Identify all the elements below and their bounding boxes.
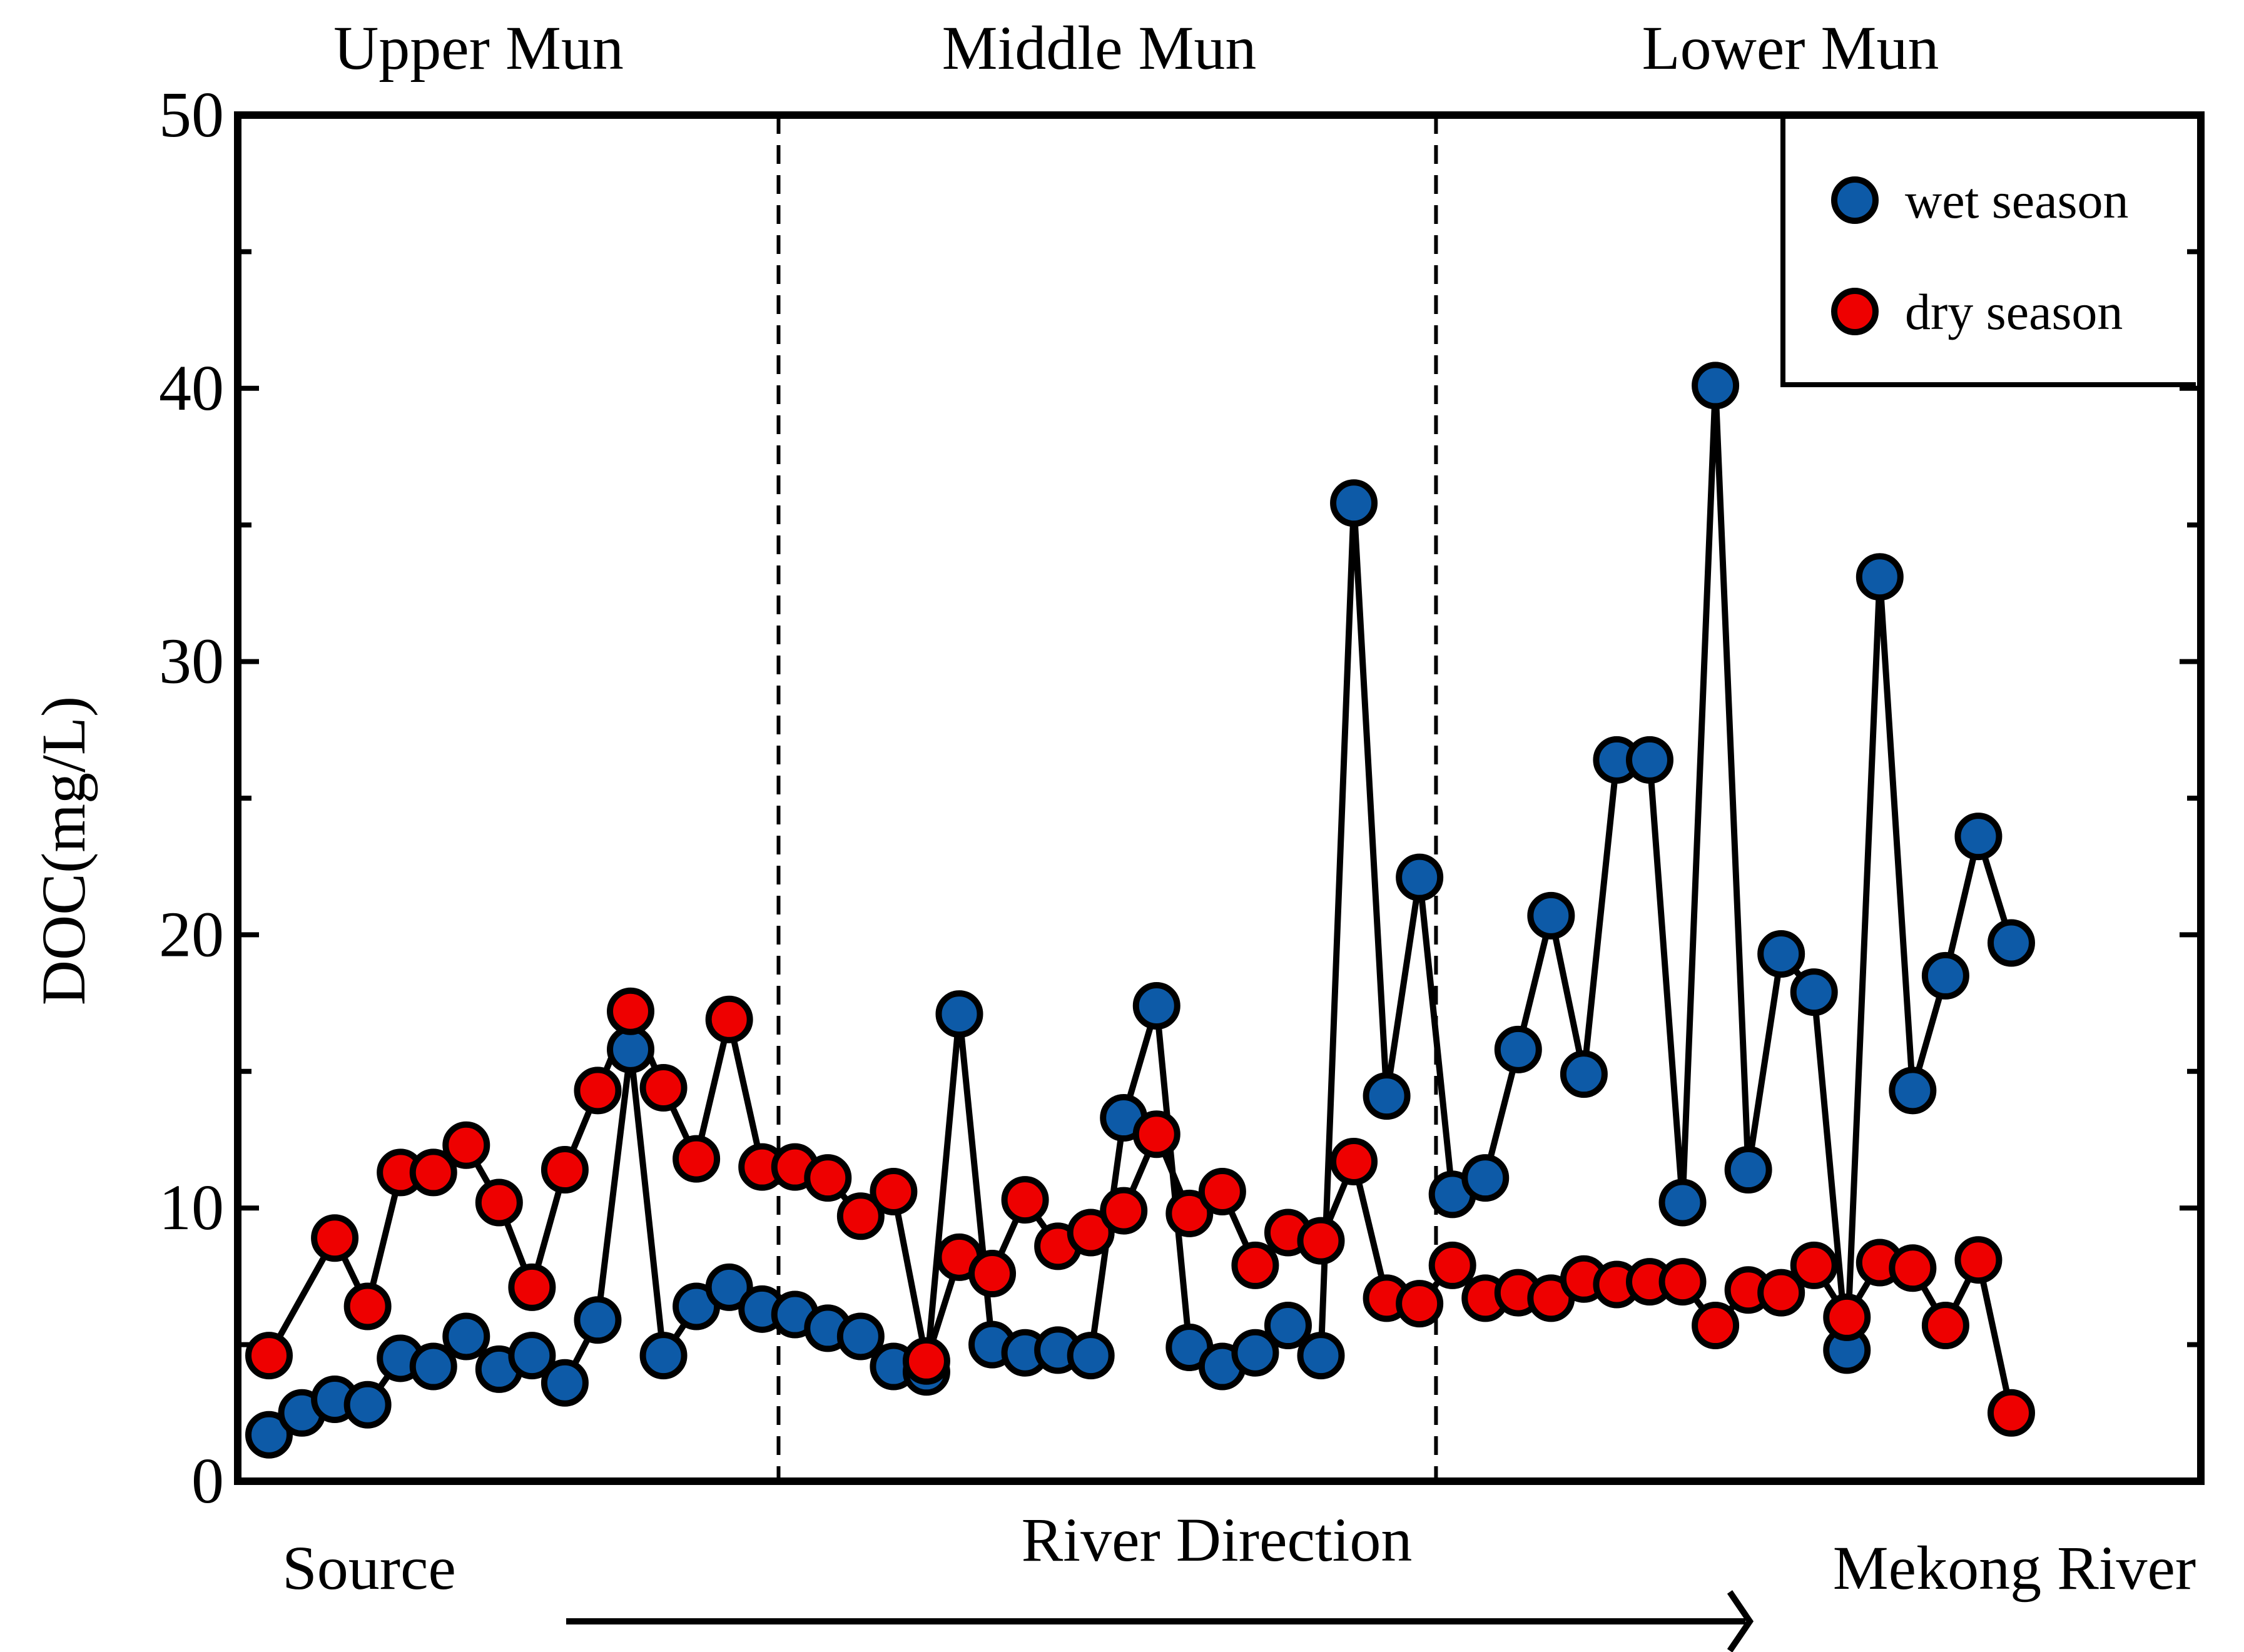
region-label-lower: Lower Mun [1642,13,1939,83]
data-point-dry [1231,1241,1279,1289]
data-point-dry [607,987,655,1035]
data-point-wet [508,1332,556,1380]
data-point-dry [1396,1280,1444,1328]
data-point-dry [475,1178,523,1227]
data-point-wet [1692,362,1740,410]
data-point-dry [902,1337,950,1385]
data-point-wet [1988,919,2035,967]
data-point-dry [442,1121,490,1169]
mekong-river-label: Mekong River [1833,1533,2196,1603]
data-point-dry [1330,1137,1378,1185]
data-point-dry [1988,1389,2035,1437]
y-axis-label: DOC(mg/L) [29,696,98,1005]
data-point-dry [804,1154,852,1202]
data-point-dry [1132,1110,1180,1158]
y-tick-label: 40 [159,352,224,424]
data-point-wet [574,1296,622,1344]
data-point-dry [508,1263,556,1311]
data-point-wet [1363,1072,1411,1120]
data-point-wet [1954,813,2003,861]
legend-label-wet: wet season [1905,172,2129,229]
data-point-wet [1067,1332,1115,1380]
data-point-dry [1921,1302,1969,1350]
y-tick-label: 0 [191,1445,224,1517]
data-point-wet [1790,968,1838,1016]
data-point-dry [1692,1302,1740,1350]
data-point-dry [836,1192,885,1240]
legend-marker-wet [1831,176,1879,224]
data-point-wet [1330,479,1378,527]
data-point-dry [541,1146,589,1194]
data-point-wet [1396,853,1444,901]
data-point-wet [1527,891,1575,940]
legend-label-dry: dry season [1905,283,2123,340]
data-point-dry [639,1064,688,1112]
data-point-dry [1100,1187,1148,1235]
data-point-dry [1165,1189,1214,1237]
data-point-wet [1231,1329,1279,1377]
data-point-dry [1889,1244,1937,1292]
y-tick-label: 50 [159,79,224,151]
data-point-dry [870,1167,918,1215]
data-point-wet [639,1332,688,1380]
data-point-wet [1658,1178,1707,1227]
data-point-wet [1724,1146,1772,1194]
data-point-wet [1921,951,1969,1000]
data-point-dry [245,1332,293,1380]
y-tick-label: 10 [159,1172,224,1244]
y-tick-label: 30 [159,626,224,697]
data-point-wet [541,1359,589,1407]
data-point-wet [1856,553,1904,601]
data-point-dry [1658,1258,1707,1306]
data-point-dry [1757,1269,1805,1317]
data-point-dry [1067,1209,1115,1257]
data-point-wet [935,990,983,1038]
data-point-dry [1790,1241,1838,1289]
data-point-wet [1264,1302,1312,1350]
data-point-wet [1889,1067,1937,1115]
legend: wet season dry season [1780,118,2196,387]
data-point-dry [1823,1293,1871,1341]
data-point-wet [1625,736,1673,784]
data-point-wet [1132,981,1180,1030]
data-point-wet [607,1025,655,1073]
source-label: Source [282,1533,456,1603]
region-label-middle: Middle Mun [942,13,1257,83]
data-point-wet [245,1411,293,1459]
data-point-wet [442,1312,490,1361]
data-point-wet [1757,930,1805,978]
data-point-dry [574,1067,622,1115]
legend-frame [1780,118,2196,387]
data-point-dry [1954,1236,2003,1284]
data-point-wet [409,1342,457,1391]
data-point-wet [836,1312,885,1361]
data-point-wet [1494,1025,1542,1073]
data-point-wet [705,1263,753,1311]
data-point-dry [1198,1167,1246,1215]
data-point-dry [1001,1176,1049,1224]
data-point-dry [1297,1217,1345,1265]
region-boundaries [776,115,1438,1481]
series-points [245,362,2035,1459]
data-point-dry [673,1135,721,1183]
data-point-dry [968,1250,1017,1298]
data-point-wet [1560,1050,1608,1098]
region-label-upper: Upper Mun [333,13,624,83]
data-point-dry [1428,1241,1476,1289]
y-tick-label: 20 [159,898,224,970]
data-point-dry [311,1214,359,1262]
data-point-dry [705,995,753,1043]
data-point-dry [409,1148,457,1197]
data-point-wet [343,1381,392,1429]
data-point-wet [1297,1332,1345,1380]
data-point-wet [1461,1154,1510,1202]
legend-marker-dry [1831,288,1879,335]
y-ticks: 0 10 20 30 40 50 [159,79,2201,1517]
river-direction-arrowhead [1727,1590,1754,1652]
x-axis-label: River Direction [1022,1505,1413,1574]
data-point-dry [343,1282,392,1330]
